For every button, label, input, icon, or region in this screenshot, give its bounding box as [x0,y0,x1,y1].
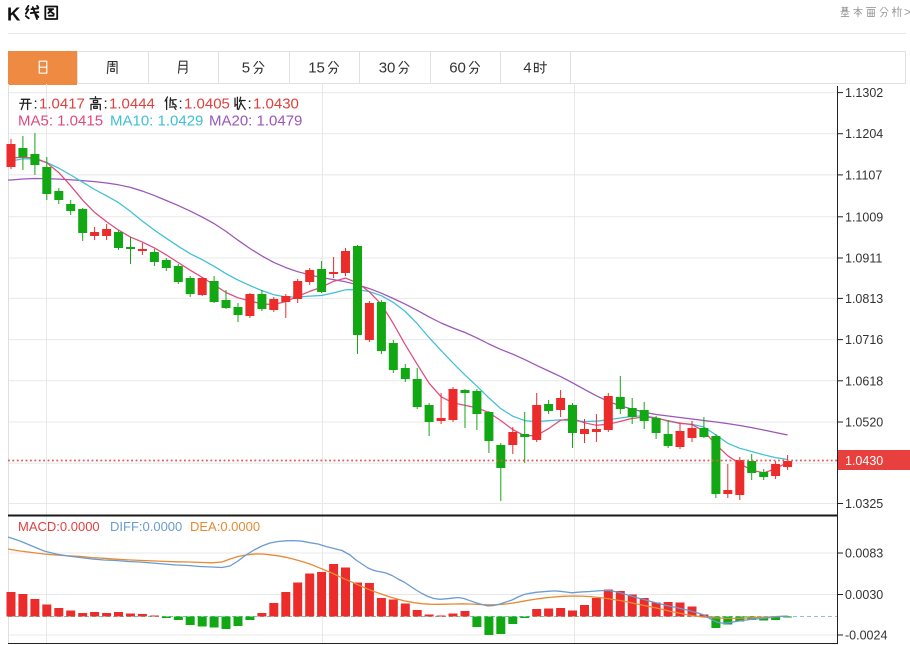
svg-text:1.0444: 1.0444 [109,96,155,113]
svg-text:MA5: 1.0415: MA5: 1.0415 [18,113,103,130]
svg-text:30: 30 [379,60,396,77]
svg-text:1.0716: 1.0716 [845,333,883,347]
svg-text:DIFF:0.0000: DIFF:0.0000 [110,519,182,534]
svg-text:1.0417: 1.0417 [39,96,85,113]
svg-text:1.0405: 1.0405 [184,96,230,113]
svg-text:1.0430: 1.0430 [253,96,299,113]
svg-text::: : [179,96,183,113]
svg-text:0.0083: 0.0083 [845,547,883,561]
svg-text:DEA:0.0000: DEA:0.0000 [190,519,260,534]
svg-text:1.1302: 1.1302 [845,86,883,100]
svg-text:MACD:0.0000: MACD:0.0000 [18,519,100,534]
svg-text:0.0030: 0.0030 [845,588,883,602]
svg-text:1.0911: 1.0911 [845,252,882,266]
svg-text:>: > [904,5,910,19]
svg-text:5: 5 [242,60,250,77]
svg-text:1.0325: 1.0325 [845,497,883,511]
svg-text:MA10: 1.0429: MA10: 1.0429 [110,113,203,130]
svg-text:1.0520: 1.0520 [845,416,883,430]
svg-text::: : [248,96,252,113]
svg-text::: : [34,96,38,113]
svg-text:MA20: 1.0479: MA20: 1.0479 [209,113,302,130]
svg-text:K: K [7,4,21,25]
svg-text:60: 60 [449,60,466,77]
svg-text:1.0813: 1.0813 [845,292,883,306]
svg-text:1.0618: 1.0618 [845,374,883,388]
svg-text::: : [104,96,108,113]
svg-text:-0.0024: -0.0024 [845,629,887,643]
svg-text:1.0430: 1.0430 [845,454,883,468]
svg-text:4: 4 [523,60,531,77]
svg-text:15: 15 [308,60,325,77]
svg-text:1.1009: 1.1009 [845,210,883,224]
svg-text:1.1204: 1.1204 [845,127,883,141]
svg-text:1.1107: 1.1107 [845,168,882,182]
